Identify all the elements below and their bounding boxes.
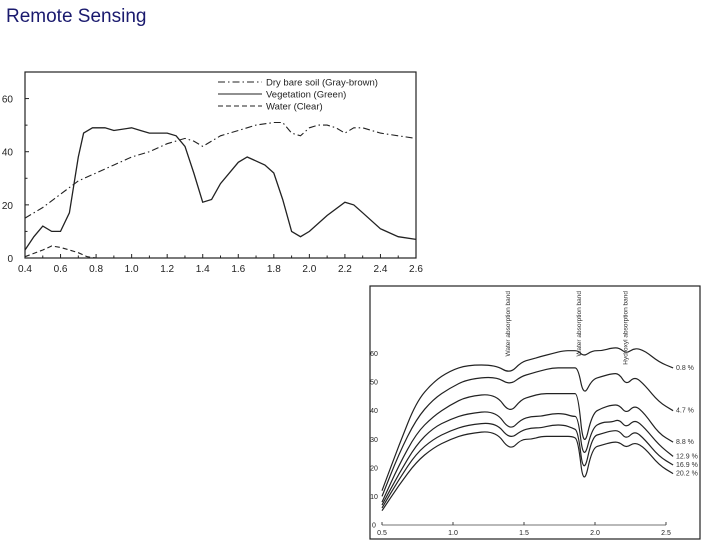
x-tick-label: 1.6 bbox=[231, 264, 245, 275]
series-line-1 bbox=[24, 121, 417, 219]
chart-border bbox=[369, 285, 701, 540]
x-tick-label: 2.6 bbox=[409, 264, 423, 275]
x-tick-label: 0.5 bbox=[377, 530, 387, 537]
moisture-curve-5 bbox=[381, 422, 674, 509]
y-tick-label: 40 bbox=[370, 408, 378, 415]
plot-frame bbox=[24, 71, 417, 259]
absorption-band-label-3: Hydroxyl absorption band bbox=[622, 291, 629, 365]
x-tick-label: 1.0 bbox=[125, 264, 139, 275]
moisture-curve-1 bbox=[381, 347, 674, 491]
absorption-band-label-1: Water absorption band bbox=[505, 291, 512, 357]
moisture-curve-label-6: 20.2 % bbox=[676, 471, 698, 478]
moisture-curve-2 bbox=[381, 367, 674, 497]
absorption-band-label-2: Water absorption band bbox=[576, 291, 583, 357]
y-tick-label: 20 bbox=[370, 465, 378, 472]
x-tick-label: 0.4 bbox=[18, 264, 32, 275]
moisture-curve-4 bbox=[381, 411, 674, 506]
y-tick-label: 60 bbox=[370, 351, 378, 358]
x-tick-label: 2.5 bbox=[661, 530, 671, 537]
moisture-curve-6 bbox=[381, 431, 674, 512]
y-tick-label: 40 bbox=[2, 148, 14, 159]
x-tick-label: 2.0 bbox=[590, 530, 600, 537]
x-tick-label: 2.0 bbox=[302, 264, 316, 275]
y-tick-label: 10 bbox=[370, 494, 378, 501]
x-tick-label: 1.2 bbox=[160, 264, 174, 275]
x-tick-label: 2.4 bbox=[374, 264, 388, 275]
x-tick-label: 0.6 bbox=[54, 264, 68, 275]
y-tick-label: 60 bbox=[2, 95, 14, 106]
legend-entry-2: Vegetation (Green) bbox=[266, 90, 346, 101]
soil-moisture-reflectance-chart: 0.5 1.0 1.5 2.0 2.5 0 10 20 30 40 50 60 0.8 % 4.7 % 8.… bbox=[369, 285, 701, 540]
x-tick-label: 1.0 bbox=[448, 530, 458, 537]
page-title: Remote Sensing bbox=[6, 6, 147, 27]
x-tick-label: 1.4 bbox=[196, 264, 210, 275]
y-tick-label: 0 bbox=[7, 254, 13, 265]
series-line-2 bbox=[24, 127, 417, 251]
moisture-curve-label-2: 4.7 % bbox=[676, 408, 694, 415]
y-tick-label: 0 bbox=[372, 523, 376, 530]
y-tick-label: 20 bbox=[2, 201, 14, 212]
legend-entry-3: Water (Clear) bbox=[266, 102, 323, 113]
x-tick-label: 1.8 bbox=[267, 264, 281, 275]
x-tick-label: 2.2 bbox=[338, 264, 352, 275]
x-tick-label: 0.8 bbox=[89, 264, 103, 275]
moisture-curve-label-1: 0.8 % bbox=[676, 365, 694, 372]
moisture-curve-label-4: 12.9 % bbox=[676, 453, 698, 460]
moisture-curve-label-5: 16.9 % bbox=[676, 462, 698, 469]
x-tick-label: 1.5 bbox=[519, 530, 529, 537]
legend-entry-1: Dry bare soil (Gray-brown) bbox=[266, 78, 378, 89]
series-line-3 bbox=[24, 245, 105, 259]
y-tick-label: 50 bbox=[370, 380, 378, 387]
vegetation-soil-water-reflectance-chart: 0.4 0.6 0.8 1.0 1.2 1.4 1.6 1.8 2.0 2.2 2.4 2.6 0 20 4… bbox=[2, 71, 423, 275]
moisture-curve-label-3: 8.8 % bbox=[676, 439, 694, 446]
moisture-curve-3 bbox=[381, 393, 674, 503]
y-tick-label: 30 bbox=[370, 437, 378, 444]
